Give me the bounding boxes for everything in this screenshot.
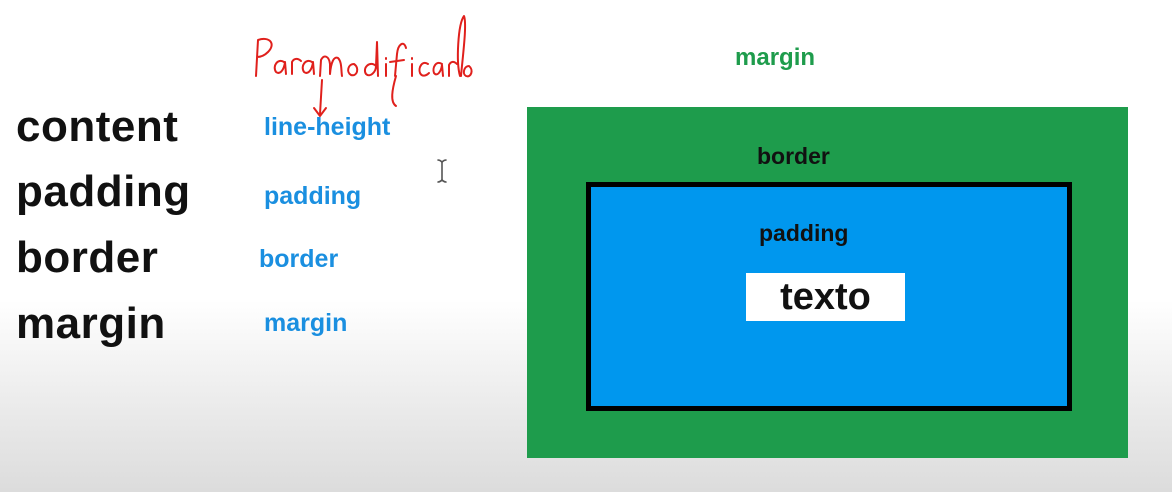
content-area: texto xyxy=(746,273,905,321)
property-margin: margin xyxy=(264,309,348,337)
border-label: border xyxy=(757,143,830,169)
content-text: texto xyxy=(780,276,871,318)
term-border: border xyxy=(16,233,159,282)
handwritten-annotation xyxy=(255,15,473,117)
padding-area xyxy=(586,182,1072,411)
term-content: content xyxy=(16,102,179,151)
text-cursor-icon xyxy=(437,159,447,183)
property-padding: padding xyxy=(264,182,362,210)
term-padding: padding xyxy=(16,167,191,216)
padding-label: padding xyxy=(759,220,849,246)
property-border: border xyxy=(259,245,339,273)
margin-label: margin xyxy=(735,44,816,71)
property-line-height: line-height xyxy=(264,113,391,141)
term-margin: margin xyxy=(16,299,166,348)
